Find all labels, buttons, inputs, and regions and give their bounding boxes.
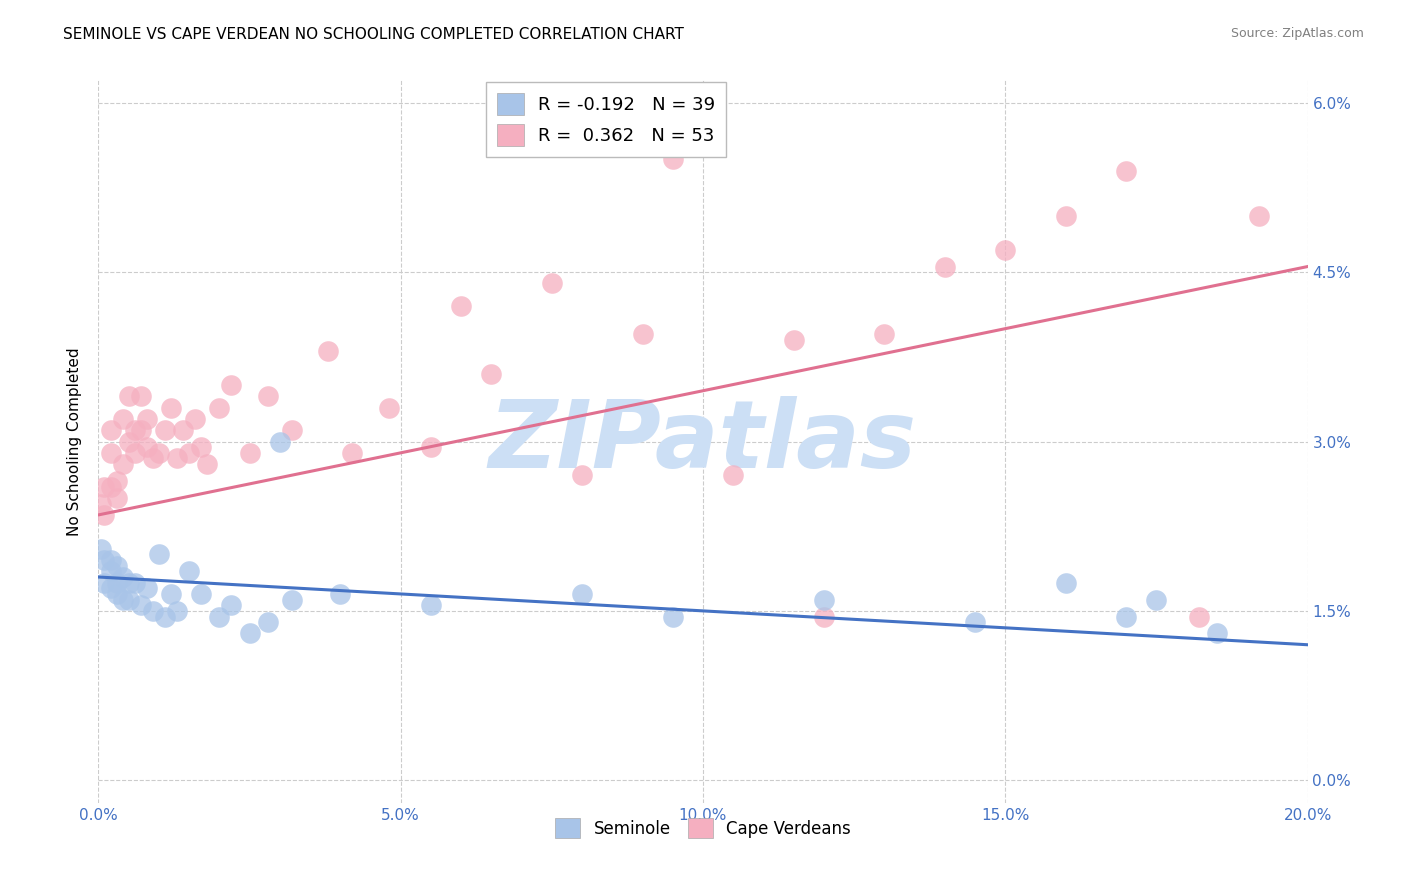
Point [1115,609,1137,624]
Point [631,327,654,342]
Point [1054,575,1077,590]
Point [540,277,562,291]
Point [1144,592,1167,607]
Point [661,609,683,624]
Point [135,582,157,596]
Point [783,333,806,347]
Point [377,401,399,415]
Point [105,491,128,505]
Point [124,575,146,590]
Point [195,457,218,471]
Point [166,604,188,618]
Point [221,378,243,392]
Point [129,389,152,403]
Point [90,541,112,556]
Point [118,389,141,403]
Point [111,570,134,584]
Point [93,575,115,590]
Point [1054,209,1077,223]
Legend: Seminole, Cape Verdeans: Seminole, Cape Verdeans [548,812,858,845]
Point [93,480,115,494]
Point [100,480,122,494]
Point [153,423,176,437]
Point [813,609,835,624]
Point [450,299,472,313]
Point [1115,163,1137,178]
Point [100,582,122,596]
Point [420,440,443,454]
Point [129,599,152,613]
Point [166,451,188,466]
Point [281,592,304,607]
Point [160,587,183,601]
Y-axis label: No Schooling Completed: No Schooling Completed [67,347,83,536]
Point [316,344,339,359]
Point [93,553,115,567]
Point [934,260,956,274]
Point [100,446,122,460]
Point [239,626,262,640]
Text: Source: ZipAtlas.com: Source: ZipAtlas.com [1230,27,1364,40]
Point [1249,209,1271,223]
Point [873,327,896,342]
Point [965,615,987,630]
Point [661,153,683,167]
Point [571,587,593,601]
Point [481,367,503,381]
Point [239,446,262,460]
Point [118,434,141,449]
Point [124,446,146,460]
Point [256,615,278,630]
Point [813,592,835,607]
Point [1206,626,1229,640]
Point [190,440,212,454]
Point [420,599,443,613]
Point [153,609,176,624]
Point [111,592,134,607]
Point [329,587,352,601]
Point [118,575,141,590]
Point [571,468,593,483]
Point [105,587,128,601]
Point [179,446,201,460]
Point [184,412,207,426]
Point [723,468,745,483]
Point [179,565,201,579]
Point [93,508,115,522]
Point [994,243,1017,257]
Point [208,609,231,624]
Point [118,592,141,607]
Point [342,446,364,460]
Point [111,457,134,471]
Point [142,451,165,466]
Point [129,423,152,437]
Point [90,497,112,511]
Point [100,565,122,579]
Point [221,599,243,613]
Text: ZIPatlas: ZIPatlas [489,395,917,488]
Point [142,604,165,618]
Point [124,423,146,437]
Point [281,423,304,437]
Point [208,401,231,415]
Point [256,389,278,403]
Point [105,474,128,488]
Point [105,575,128,590]
Text: SEMINOLE VS CAPE VERDEAN NO SCHOOLING COMPLETED CORRELATION CHART: SEMINOLE VS CAPE VERDEAN NO SCHOOLING CO… [63,27,685,42]
Point [111,412,134,426]
Point [100,423,122,437]
Point [190,587,212,601]
Point [160,401,183,415]
Point [148,548,170,562]
Point [148,446,170,460]
Point [135,412,157,426]
Point [105,558,128,573]
Point [135,440,157,454]
Point [269,434,291,449]
Point [1188,609,1211,624]
Point [172,423,194,437]
Point [100,553,122,567]
